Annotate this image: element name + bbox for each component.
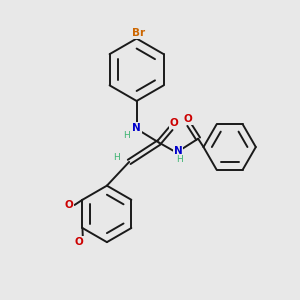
Text: O: O [65,200,74,210]
Text: N: N [174,146,183,156]
Text: O: O [183,114,192,124]
Text: Br: Br [131,28,145,38]
Text: O: O [75,237,84,247]
Text: H: H [123,130,130,140]
Text: H: H [113,153,120,162]
Text: O: O [170,118,179,128]
Text: N: N [132,123,141,133]
Text: H: H [176,155,183,164]
